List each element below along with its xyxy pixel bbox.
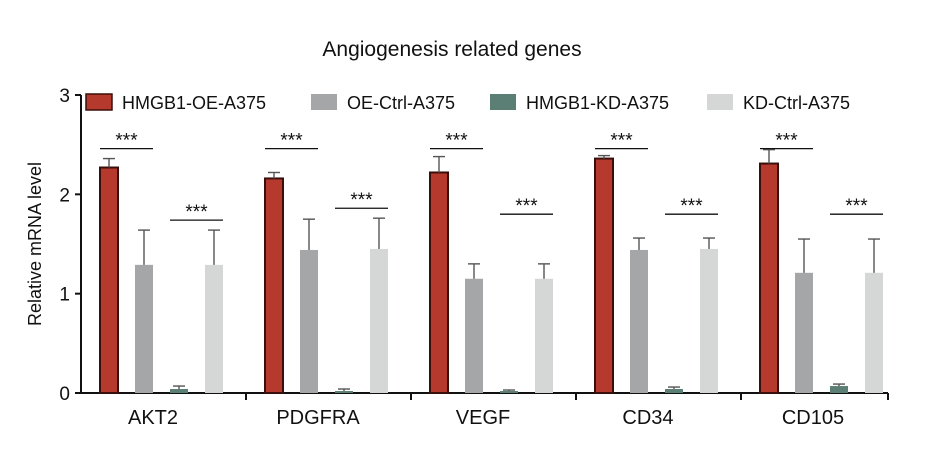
significance-label: *** <box>775 131 798 152</box>
axes: 0 1 2 3 AKT2 PDGFRA VEGF CD34 CD105 <box>59 86 889 429</box>
x-tick-label: VEGF <box>456 407 510 429</box>
bar <box>700 248 718 393</box>
bar <box>135 264 153 393</box>
legend-swatch <box>85 93 113 111</box>
bar <box>500 391 518 393</box>
significance-label: *** <box>280 131 303 152</box>
bar <box>535 278 553 393</box>
significance-label: *** <box>845 196 868 217</box>
legend: HMGB1-OE-A375 OE-Ctrl-A375 HMGB1-KD-A375 KD… <box>85 93 850 113</box>
x-tick-label: CD105 <box>782 407 844 429</box>
bar <box>830 386 848 393</box>
chart-title: Angiogenesis related genes <box>322 38 581 61</box>
bar <box>465 278 483 393</box>
significance-marks: *** *** *** *** *** *** *** *** *** *** <box>100 131 883 223</box>
legend-label: OE-Ctrl-A375 <box>347 93 455 113</box>
y-tick-label: 0 <box>59 384 70 405</box>
significance-label: *** <box>185 202 208 223</box>
significance-label: *** <box>350 190 373 211</box>
bars <box>99 157 883 394</box>
significance-label: *** <box>115 131 138 152</box>
x-tick-label: CD34 <box>622 407 673 429</box>
y-tick-label: 1 <box>59 285 70 306</box>
bar <box>429 171 449 394</box>
bar <box>99 166 119 394</box>
bar <box>630 249 648 393</box>
bar <box>264 177 284 394</box>
legend-label: HMGB1-KD-A375 <box>526 93 669 113</box>
bar <box>370 248 388 393</box>
bar <box>300 249 318 393</box>
bar <box>795 272 813 393</box>
y-axis-label: Relative mRNA level <box>25 162 45 326</box>
bar <box>335 391 353 393</box>
significance-label: *** <box>515 196 538 217</box>
legend-swatch <box>707 94 733 110</box>
x-tick-label: AKT2 <box>128 407 178 429</box>
x-tick-label: PDGFRA <box>276 407 360 429</box>
bar <box>205 264 223 393</box>
legend-label: HMGB1-OE-A375 <box>122 93 266 113</box>
legend-swatch <box>311 94 337 110</box>
bar <box>594 157 614 394</box>
significance-label: *** <box>680 196 703 217</box>
y-tick-label: 2 <box>59 185 70 206</box>
bar <box>865 272 883 393</box>
legend-label: KD-Ctrl-A375 <box>743 93 850 113</box>
bar <box>759 162 779 394</box>
error-bars <box>103 148 880 392</box>
bar <box>170 389 188 393</box>
y-tick-label: 3 <box>59 86 70 107</box>
significance-label: *** <box>445 131 468 152</box>
bar <box>665 389 683 393</box>
significance-label: *** <box>610 131 633 152</box>
legend-swatch <box>490 94 516 110</box>
